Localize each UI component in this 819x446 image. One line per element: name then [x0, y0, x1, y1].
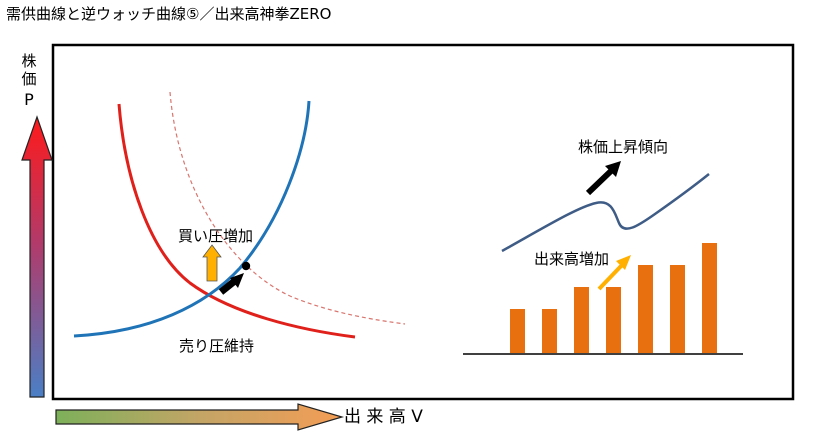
- volume-bar: [510, 309, 525, 353]
- buying-pressure-label: 買い圧増加: [178, 227, 253, 245]
- page-title: 需供曲線と逆ウォッチ曲線⑤／出来高神拳ZERO: [6, 5, 332, 23]
- price-axis-label-1: 株: [21, 52, 36, 70]
- volume-bar: [670, 265, 685, 353]
- price-trend-line: [501, 173, 710, 253]
- price-axis-arrow: [21, 115, 53, 398]
- demand-curve: [117, 103, 356, 339]
- price-trend-arrow: [585, 168, 614, 196]
- volume-bar: [574, 287, 589, 353]
- volume-bar: [542, 309, 557, 353]
- volume-axis-arrow: [55, 403, 345, 431]
- shifted-demand-curve: [169, 91, 406, 325]
- equilibrium-point: [241, 261, 251, 271]
- price-trend-label: 株価上昇傾向: [578, 138, 668, 156]
- selling-pressure-label: 売り圧維持: [179, 337, 254, 355]
- volume-up-arrow: [597, 262, 625, 291]
- price-axis-label-2: 価: [21, 70, 36, 88]
- volume-bars: [510, 243, 717, 353]
- price-axis-label-3: P: [24, 90, 34, 109]
- volume-bar: [638, 265, 653, 353]
- volume-axis-label: 出 来 高 V: [344, 407, 423, 427]
- volume-up-arrowhead: [616, 255, 631, 270]
- volume-bar: [702, 243, 717, 353]
- diagram-frame: [51, 43, 795, 401]
- supply-curve: [73, 100, 311, 338]
- buying-pressure-up-arrow: [202, 244, 222, 282]
- equilibrium-shift-arrowhead: [230, 273, 244, 288]
- volume-bar: [606, 287, 621, 353]
- volume-increase-label: 出来高増加: [534, 250, 609, 268]
- price-trend-arrowhead: [605, 161, 621, 177]
